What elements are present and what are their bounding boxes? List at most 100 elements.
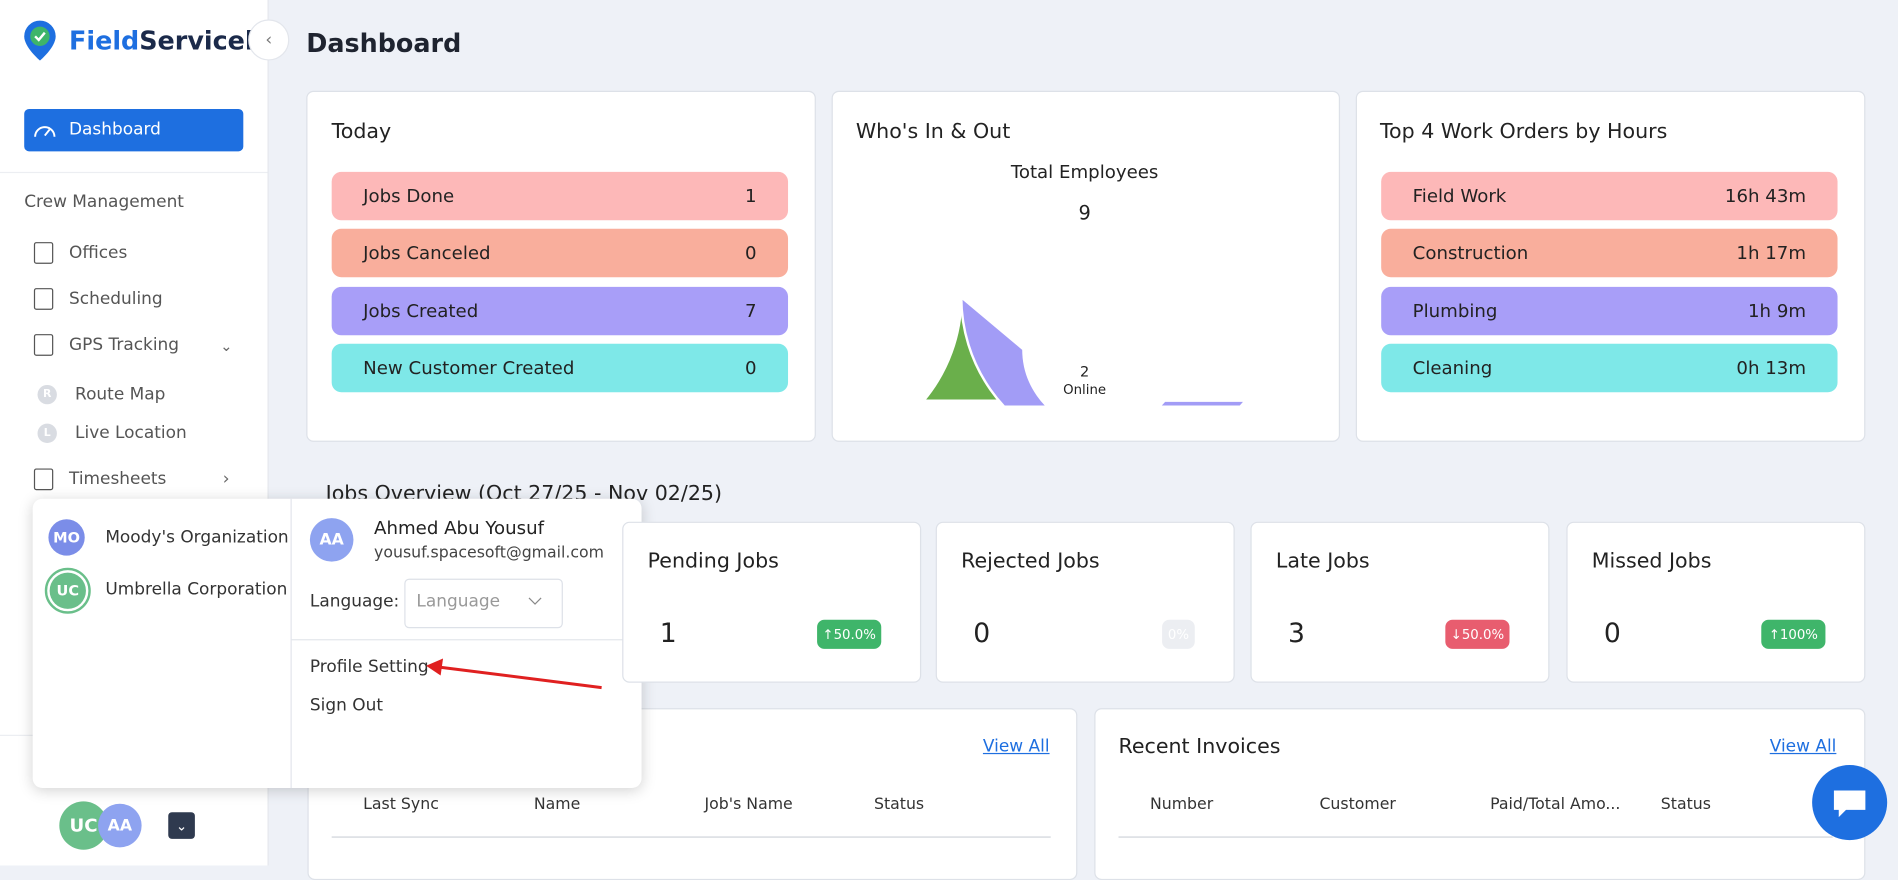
stat-value: 1 bbox=[659, 619, 677, 650]
nav-label[interactable]: Offices bbox=[68, 243, 128, 263]
column-header: Name bbox=[533, 795, 581, 815]
stat-row: Jobs Created 7 bbox=[331, 286, 789, 336]
trend-badge: ↑50.0% bbox=[817, 619, 882, 649]
stat-card bbox=[622, 521, 922, 683]
nav-label[interactable]: Scheduling bbox=[68, 289, 163, 309]
column-header: Status bbox=[1660, 795, 1711, 815]
row-label: New Customer Created bbox=[363, 357, 575, 379]
card-title: Top 4 Work Orders by Hours bbox=[1379, 119, 1668, 145]
gauge bbox=[921, 294, 1249, 406]
card-title: Today bbox=[331, 119, 392, 145]
stat-card bbox=[1566, 521, 1866, 683]
column-header: Number bbox=[1149, 795, 1214, 815]
org-name[interactable]: Moody's Organization bbox=[105, 527, 289, 548]
trend-badge: ↓50.0% bbox=[1445, 619, 1510, 649]
gauge-segment bbox=[960, 294, 1249, 406]
org-name[interactable]: Umbrella Corporation bbox=[105, 579, 288, 600]
column-header: Customer bbox=[1319, 795, 1396, 815]
stat-card bbox=[1250, 521, 1550, 683]
divider bbox=[290, 639, 642, 641]
row-label: Jobs Done bbox=[363, 185, 455, 207]
sub-nav-label[interactable]: Route Map bbox=[75, 384, 166, 405]
org-avatar[interactable]: MO bbox=[48, 519, 85, 556]
view-all-link[interactable]: View All bbox=[982, 737, 1050, 757]
row-label: Cleaning bbox=[1412, 357, 1493, 379]
card-title: Recent Invoices bbox=[1118, 734, 1281, 759]
nav-label[interactable]: Timesheets bbox=[68, 469, 167, 490]
row-value: 0h 13m bbox=[1736, 357, 1807, 379]
nav-active[interactable] bbox=[24, 108, 244, 152]
avatar[interactable]: AA bbox=[98, 803, 142, 848]
stat-value: 0 bbox=[973, 619, 991, 650]
stat-row: Construction 1h 17m bbox=[1381, 228, 1838, 278]
trend-badge: ↑100% bbox=[1761, 619, 1826, 649]
collapse-button[interactable]: ‹ bbox=[248, 19, 290, 61]
nav-icon bbox=[33, 468, 54, 491]
stat-row: Cleaning 0h 13m bbox=[1381, 343, 1838, 393]
chevron bbox=[528, 597, 542, 605]
stat-label: Late Jobs bbox=[1275, 549, 1370, 574]
nav-icon bbox=[33, 288, 54, 310]
brand: FieldServicely bbox=[69, 27, 270, 56]
page-title: Dashboard bbox=[306, 29, 462, 59]
sub-icon: R bbox=[37, 384, 57, 405]
card-title: Who's In & Out bbox=[855, 119, 1011, 145]
stat-row: Jobs Done 1 bbox=[331, 171, 789, 221]
org-avatar[interactable]: UC bbox=[49, 572, 86, 609]
sub-nav-label[interactable]: Live Location bbox=[75, 423, 187, 444]
menu-item[interactable]: Profile Setting bbox=[309, 657, 429, 677]
nav-icon bbox=[33, 242, 54, 264]
stat-label: Missed Jobs bbox=[1591, 549, 1712, 574]
row-value: 1h 17m bbox=[1736, 242, 1807, 264]
column-header: Paid/Total Amo... bbox=[1490, 795, 1621, 815]
user-name: Ahmed Abu Yousuf bbox=[374, 516, 545, 539]
view-all-link[interactable]: View All bbox=[1769, 737, 1837, 757]
row-label: Field Work bbox=[1412, 185, 1507, 207]
brand-part: Field bbox=[68, 26, 140, 56]
nav-label[interactable]: GPS Tracking bbox=[68, 335, 180, 355]
user-email: yousuf.spacesoft@gmail.com bbox=[374, 544, 605, 563]
user-avatar: AA bbox=[309, 518, 354, 562]
divider bbox=[1118, 836, 1833, 838]
divider bbox=[331, 836, 1051, 838]
divider bbox=[0, 171, 268, 174]
logo bbox=[24, 20, 56, 61]
gauge-online: 2 bbox=[1079, 363, 1090, 381]
trend-badge: 0% bbox=[1162, 619, 1195, 649]
gauge-online-label: Online bbox=[1063, 381, 1107, 398]
menu-item[interactable]: Sign Out bbox=[309, 696, 383, 716]
language-label: Language: bbox=[309, 591, 400, 612]
row-value: 1 bbox=[745, 185, 757, 207]
stat-label: Pending Jobs bbox=[647, 549, 779, 574]
row-label: Plumbing bbox=[1412, 300, 1498, 322]
icon bbox=[34, 126, 56, 137]
stat-card bbox=[935, 521, 1235, 683]
section-title: Crew Management bbox=[24, 192, 184, 212]
stat-row: New Customer Created 0 bbox=[331, 343, 789, 393]
sub-icon: L bbox=[37, 423, 57, 444]
stat-row: Field Work 16h 43m bbox=[1381, 171, 1838, 221]
org-selected-ring bbox=[44, 567, 91, 614]
row-label: Construction bbox=[1412, 242, 1529, 264]
column-header: Last Sync bbox=[363, 795, 439, 815]
stat-row: Jobs Canceled 0 bbox=[331, 228, 789, 278]
divider bbox=[290, 498, 292, 789]
card bbox=[1094, 708, 1866, 880]
annotation-arrow bbox=[426, 658, 602, 690]
column-header: Job's Name bbox=[704, 795, 793, 815]
row-value: 0 bbox=[745, 242, 757, 264]
gauge-total: 9 bbox=[1078, 201, 1091, 225]
row-label: Jobs Canceled bbox=[363, 242, 491, 264]
dropdown-button[interactable]: ⌄ bbox=[168, 812, 195, 839]
chevron: ⌄ bbox=[220, 337, 233, 355]
language-select[interactable] bbox=[404, 578, 563, 629]
language-placeholder: Language bbox=[416, 591, 501, 612]
nav-label: Dashboard bbox=[68, 119, 161, 140]
avatar[interactable]: UC bbox=[59, 801, 108, 850]
row-label: Jobs Created bbox=[363, 300, 479, 322]
chat-icon bbox=[1833, 790, 1866, 818]
row-value: 16h 43m bbox=[1724, 185, 1807, 207]
card bbox=[831, 90, 1341, 442]
